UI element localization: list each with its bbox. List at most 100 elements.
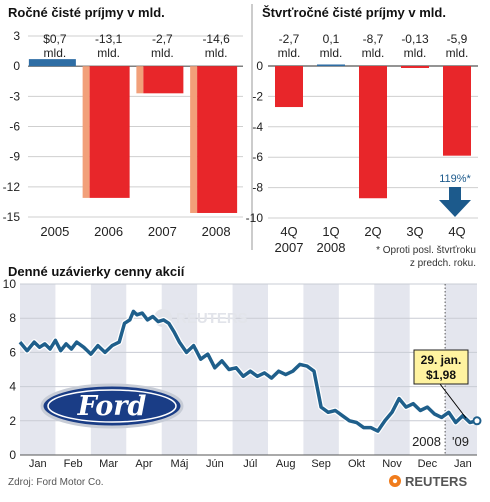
- annual-x-label: 2006: [94, 224, 123, 239]
- quarterly-value-label: 0,1: [323, 32, 340, 46]
- watermark-text: REUTERS: [176, 310, 248, 327]
- reuters-brand-text: REUTERS: [405, 474, 467, 489]
- stock-month-label: Aug: [276, 458, 296, 470]
- stock-y-tick: 10: [3, 277, 17, 291]
- quarterly-footnote-line1: * Oproti posl. štvrťroku: [376, 245, 476, 256]
- stock-y-tick: 2: [9, 414, 16, 428]
- stock-month-label: Jan: [29, 458, 47, 470]
- stock-month-label: Nov: [382, 458, 402, 470]
- annual-x-label: 2007: [148, 224, 177, 239]
- stock-price-line: [18, 309, 478, 433]
- annual-value-label: -13,1: [95, 32, 123, 46]
- quarterly-bar: [359, 66, 387, 199]
- stock-month-label: Mar: [99, 458, 118, 470]
- quarterly-annotation: 119%*: [439, 173, 471, 185]
- quarterly-x-label: 4Q: [448, 224, 465, 239]
- annual-bar-shadow: [136, 66, 144, 94]
- quarterly-value-label: -5,9: [447, 32, 468, 46]
- annual-value-label-unit: mld.: [151, 46, 174, 60]
- reuters-brand: REUTERS: [389, 474, 467, 489]
- stock-month-band: [20, 284, 56, 455]
- annual-x-label: 2008: [202, 224, 231, 239]
- annual-y-tick: -9: [9, 150, 20, 164]
- quarterly-x-label: 4Q: [280, 224, 297, 239]
- increase-arrow-icon: [439, 187, 471, 217]
- quarterly-y-tick: -2: [252, 89, 263, 103]
- stock-month-label: Jún: [206, 458, 224, 470]
- quarterly-footnote-line2: z predch. roku.: [410, 258, 476, 269]
- stock-y-tick: 8: [9, 311, 16, 325]
- stock-chart-title: Denné uzávierky cenny akcií: [8, 264, 185, 279]
- quarterly-x-label: 2007: [275, 240, 304, 255]
- stock-month-label: Jan: [454, 458, 472, 470]
- quarterly-x-label: 3Q: [406, 224, 423, 239]
- quarterly-x-label: 1Q: [322, 224, 339, 239]
- ford-logo-text: Ford: [77, 391, 147, 422]
- callout-pointer: [439, 383, 467, 419]
- annual-value-label: -14,6: [202, 32, 230, 46]
- quarterly-y-tick: -8: [252, 181, 263, 195]
- quarterly-x-label: 2Q: [364, 224, 381, 239]
- annual-x-label: 2005: [40, 224, 69, 239]
- annual-value-label-unit: mld.: [97, 46, 120, 60]
- annual-chart: Ročné čisté príjmy v mld. 3 0 -3 -6 -9 -12 -15…: [3, 5, 243, 239]
- annual-x-labels: 2005 2006 2007 2008: [40, 224, 230, 239]
- annual-bar: [143, 66, 184, 94]
- stock-month-label: Apr: [135, 458, 152, 470]
- annual-bar-shadow: [190, 66, 198, 213]
- quarterly-bar: [317, 64, 345, 67]
- annual-value-label-unit: mld.: [44, 46, 67, 60]
- annual-y-tick: -3: [9, 89, 20, 103]
- annual-y-tick: -15: [3, 210, 21, 224]
- quarterly-value-label: -2,7: [279, 32, 300, 46]
- callout-box: [413, 349, 469, 385]
- stock-y-tick: 4: [9, 380, 16, 394]
- callout-date: 29. jan.: [421, 353, 462, 367]
- quarterly-bar: [275, 66, 303, 108]
- year-label-2008: 2008: [412, 434, 441, 449]
- annual-y-tick: 3: [13, 29, 20, 43]
- quarterly-y-tick: 0: [256, 59, 263, 73]
- quarterly-y-tick: -4: [252, 120, 263, 134]
- quarterly-value-label-unit: mld.: [320, 46, 343, 60]
- stock-month-label: Dec: [418, 458, 438, 470]
- quarterly-chart: Štvrťročné čisté príjmy v mld. 0 -2 -4 -6 -8…: [246, 5, 478, 269]
- quarterly-chart-title: Štvrťročné čisté príjmy v mld.: [262, 5, 446, 20]
- annual-y-tick: -6: [9, 120, 20, 134]
- annual-value-label-unit: mld.: [205, 46, 228, 60]
- quarterly-value-label: -0,13: [401, 32, 429, 46]
- stock-month-label: Okt: [348, 458, 365, 470]
- quarterly-value-label-unit: mld.: [404, 46, 427, 60]
- quarterly-bars: [275, 64, 471, 199]
- quarterly-y-ticks: 0 -2 -4 -6 -8 -10: [246, 59, 264, 225]
- annual-y-tick: -12: [3, 180, 21, 194]
- ford-logo: Ford: [40, 383, 184, 429]
- quarterly-value-label-unit: mld.: [278, 46, 301, 60]
- stock-month-band: [90, 284, 127, 455]
- quarterly-value-label-unit: mld.: [362, 46, 385, 60]
- stock-y-tick: 0: [9, 448, 16, 462]
- callout-price: $1,98: [426, 368, 456, 382]
- stock-last-point: [472, 416, 482, 426]
- annual-y-tick: 0: [13, 59, 20, 73]
- annual-bar: [28, 59, 76, 67]
- quarterly-value-label-unit: mld.: [446, 46, 469, 60]
- annual-chart-title: Ročné čisté príjmy v mld.: [8, 5, 165, 20]
- stock-month-label: Sep: [311, 458, 331, 470]
- stock-month-label: Máj: [171, 458, 189, 470]
- stock-month-label: Júl: [243, 458, 257, 470]
- quarterly-value-label: -8,7: [363, 32, 384, 46]
- source-note: Zdroj: Ford Motor Co.: [8, 477, 104, 488]
- quarterly-x-label: 2008: [317, 240, 346, 255]
- annual-bar: [197, 66, 238, 213]
- year-label-2009: '09: [452, 434, 469, 449]
- stock-x-labels: Jan Feb Mar Apr Máj Jún Júl Aug Sep Okt Nov Dec Jan: [29, 458, 472, 470]
- stock-y-tick: 6: [9, 345, 16, 359]
- annual-value-label: -2,7: [152, 32, 173, 46]
- stock-month-label: Feb: [64, 458, 83, 470]
